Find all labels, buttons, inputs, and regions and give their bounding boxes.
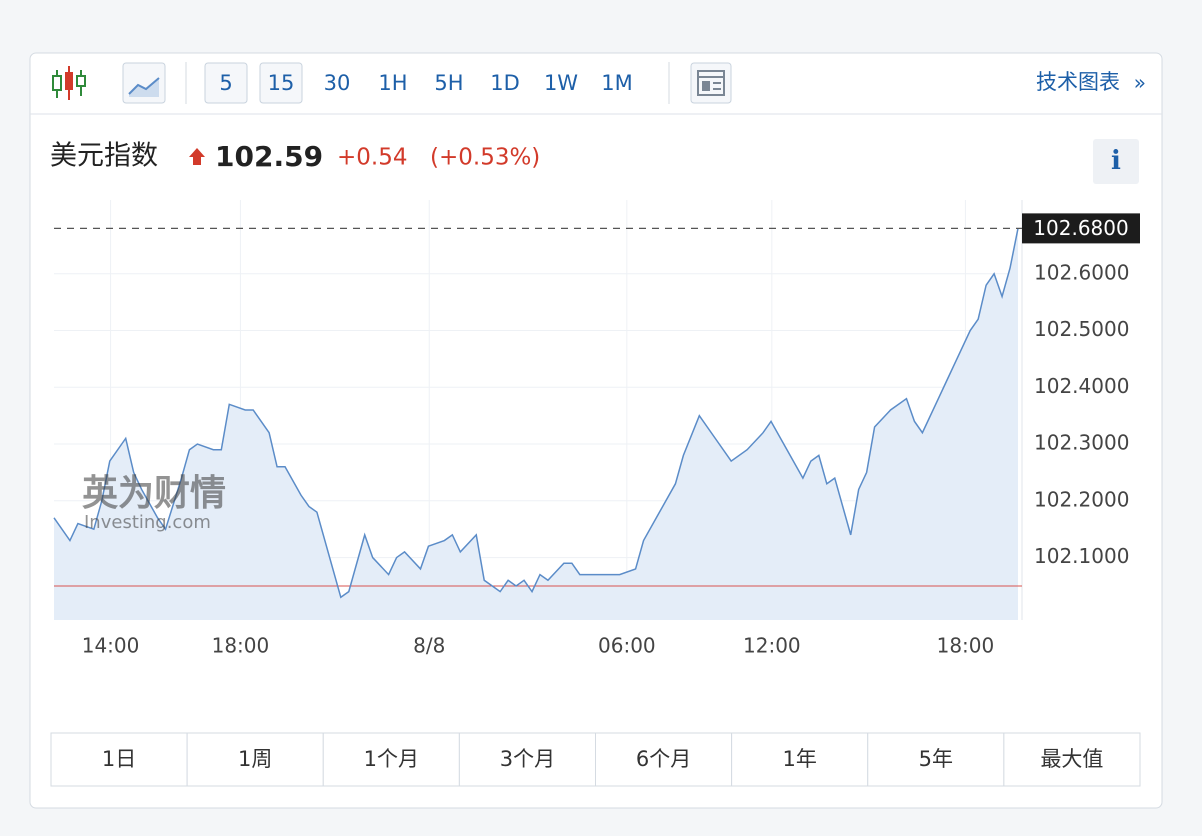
layout-icon[interactable] [690,62,732,104]
interval-label[interactable]: 1D [490,71,520,95]
interval-label[interactable]: 1W [544,71,578,95]
x-tick-label: 18:00 [937,634,995,658]
range-label[interactable]: 1周 [238,747,272,771]
y-tick-label: 102.4000 [1034,374,1129,398]
current-price-box [1022,213,1140,244]
interval-button[interactable] [204,62,248,104]
instrument-name: 美元指数 [50,141,158,172]
candle-icon[interactable] [52,66,86,100]
y-tick-label: 102.6000 [1034,260,1129,284]
x-tick-label: 12:00 [743,634,801,658]
y-tick-label: 102.3000 [1034,431,1129,455]
x-tick-label: 18:00 [212,634,270,658]
range-button[interactable] [50,732,188,787]
range-button[interactable] [867,732,1005,787]
interval-label[interactable]: 5 [219,71,232,95]
interval-button[interactable] [259,62,303,104]
interval-label[interactable]: 15 [268,71,295,95]
current-price-label: 102.6800 [1033,216,1128,240]
range-button[interactable] [731,732,869,787]
range-label[interactable]: 6个月 [636,747,691,771]
interval-label[interactable]: 5H [434,71,463,95]
line-icon[interactable] [122,62,166,104]
link-arrow[interactable]: » [1134,71,1146,95]
interval-label[interactable]: 1H [378,71,407,95]
range-label[interactable]: 1个月 [364,747,419,771]
range-button[interactable] [186,732,324,787]
range-button[interactable] [322,732,460,787]
price: 102.59 [215,140,323,173]
y-tick-label: 102.1000 [1034,544,1129,568]
x-tick-label: 06:00 [598,634,656,658]
y-tick-label: 102.5000 [1034,317,1129,341]
interval-label[interactable]: 1M [601,71,632,95]
range-button[interactable] [1003,732,1141,787]
price-line [53,228,1019,599]
range-label[interactable]: 最大值 [1040,747,1103,771]
info-icon[interactable]: i [1111,146,1121,176]
range-label[interactable]: 1日 [102,747,136,771]
change: +0.54 [337,145,407,171]
change-percent: (+0.53%) [430,145,540,171]
range-button[interactable] [458,732,596,787]
watermark-site: Investing.com [84,512,211,533]
area-fill [54,228,1018,621]
up-arrow [189,148,205,165]
range-label[interactable]: 5年 [919,747,953,771]
interval-label[interactable]: 30 [324,71,351,95]
range-label[interactable]: 3个月 [500,747,555,771]
range-button[interactable] [595,732,733,787]
y-tick-label: 102.2000 [1034,487,1129,511]
x-tick-label: 8/8 [413,634,445,658]
tech-chart-link[interactable]: 技术图表 [1036,70,1120,94]
x-tick-label: 14:00 [82,634,140,658]
info-button[interactable] [1093,139,1139,184]
range-label[interactable]: 1年 [783,747,817,771]
watermark-brand: 英为财情 [82,473,226,514]
